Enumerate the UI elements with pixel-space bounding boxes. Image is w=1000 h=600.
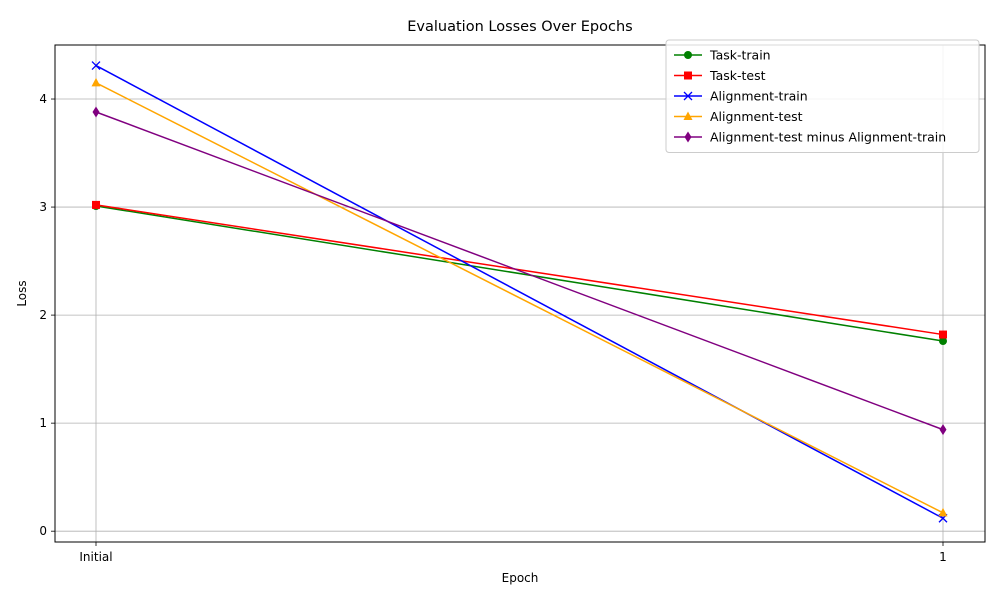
data-point — [92, 200, 100, 209]
legend-item: Task-train — [674, 48, 771, 63]
x-tick-label: Initial — [79, 550, 112, 564]
legend-box — [665, 39, 980, 153]
x-axis-label: Epoch — [502, 571, 539, 585]
plot-frame — [54, 44, 986, 543]
series-line — [95, 82, 944, 514]
data-point — [939, 337, 947, 346]
y-tick-label: 2 — [39, 308, 47, 322]
chart-title: Evaluation Losses Over Epochs — [407, 19, 632, 35]
legend-item: Alignment-train — [674, 89, 808, 104]
legend-marker — [683, 91, 693, 101]
data-point — [939, 330, 947, 339]
y-tick-label: 1 — [39, 416, 47, 430]
data-point — [91, 61, 101, 70]
series-group — [91, 61, 948, 523]
legend-label: Task-test — [709, 68, 766, 83]
series-alignment-test — [91, 77, 948, 517]
data-point — [92, 106, 100, 118]
legend-marker — [684, 131, 692, 143]
legend-item: Alignment-test minus Alignment-train — [674, 130, 946, 145]
series-line — [95, 204, 944, 336]
x-tick-label: 1 — [939, 550, 947, 564]
series-line — [95, 205, 944, 342]
legend-marker — [684, 71, 692, 80]
data-point — [938, 507, 948, 517]
legend-label: Task-train — [709, 48, 771, 63]
series-line — [95, 111, 944, 431]
legend-label: Alignment-test — [710, 109, 803, 124]
legend-item: Alignment-test — [674, 109, 803, 124]
y-tick-label: 0 — [39, 524, 47, 538]
series-task-test — [92, 200, 947, 339]
data-point — [939, 424, 947, 436]
legend: Task-train Task-test Alignment-train Alignm… — [665, 39, 980, 153]
y-tick-label: 4 — [39, 92, 47, 106]
grid-lines — [55, 45, 985, 542]
data-point — [91, 77, 101, 87]
legend-item: Task-test — [674, 68, 766, 83]
legend-marker — [684, 51, 692, 59]
y-tick-label: 3 — [39, 200, 47, 214]
series-line — [95, 64, 944, 519]
legend-label: Alignment-test minus Alignment-train — [710, 130, 946, 145]
legend-marker — [683, 111, 693, 120]
legend-label: Alignment-train — [710, 89, 808, 104]
series-alignment-train — [91, 61, 948, 523]
axis-ticks: 0 1 2 3 4 Initial 1 — [39, 92, 946, 564]
series-alignment-test-minus-alignment-train — [92, 106, 947, 436]
y-axis-label: Loss — [15, 280, 29, 306]
